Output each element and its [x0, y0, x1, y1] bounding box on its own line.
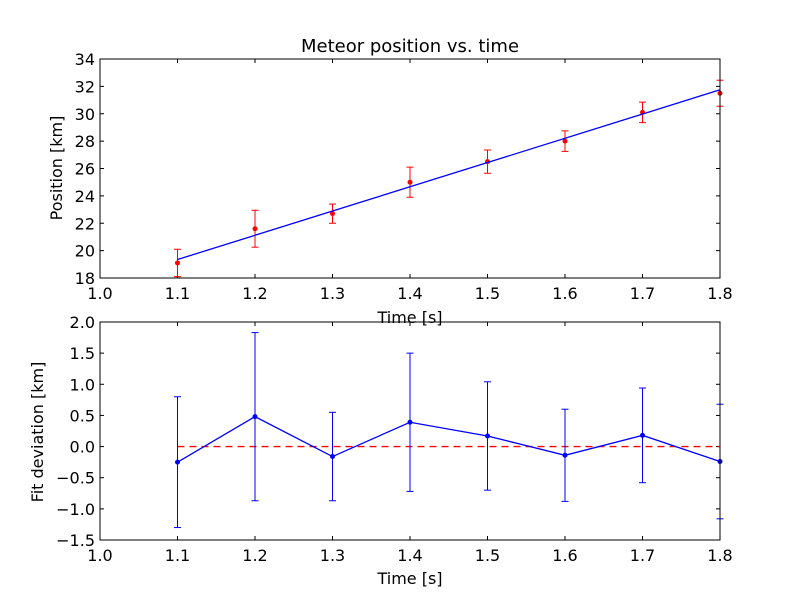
x-tick-label: 1.4	[397, 546, 422, 565]
y-tick-label: 2.0	[70, 313, 95, 332]
x-tick-label: 1.3	[320, 546, 345, 565]
x-tick-label: 1.2	[242, 284, 267, 303]
x-tick-label: 1.5	[475, 284, 500, 303]
fit-line	[177, 89, 721, 261]
tick-group: 1.0 1.1 1.2 1.3 1.4 1.5 1.6 1.7 1.8 −1.5 −1.0 −0.5 0…	[56, 313, 733, 565]
chart-title: Meteor position vs. time	[301, 36, 519, 57]
y-tick-label: 18	[75, 269, 95, 288]
position-chart: Meteor position vs. time Position [km] T…	[47, 36, 733, 327]
data-point	[407, 179, 413, 185]
x-tick-label: 1.1	[165, 284, 190, 303]
plot-frame	[99, 321, 721, 541]
data-point	[640, 432, 645, 438]
y-tick-label: 28	[75, 132, 95, 151]
x-tick-label: 1.1	[165, 546, 190, 565]
x-axis-label: Time [s]	[376, 569, 442, 588]
data-point	[175, 260, 180, 266]
y-tick-label: 1.0	[70, 375, 95, 394]
y-tick-label: 20	[75, 242, 95, 261]
data-point	[562, 452, 568, 458]
y-axis-label: Fit deviation [km]	[28, 362, 47, 503]
series-line	[177, 415, 721, 463]
x-tick-label: 1.4	[397, 284, 422, 303]
y-tick-label: 24	[75, 187, 95, 206]
data-point	[175, 459, 180, 465]
data-point	[252, 414, 258, 420]
x-tick-label: 1.3	[320, 284, 345, 303]
data-point	[407, 419, 413, 425]
data-marks	[174, 79, 724, 278]
x-tick-label: 1.0	[87, 284, 112, 303]
x-tick-label: 1.8	[707, 284, 732, 303]
x-tick-label: 1.0	[87, 546, 112, 565]
deviation-chart: Fit deviation [km] Time [s] 1.0 1.1 1.2 1.3…	[28, 313, 733, 588]
x-tick-label: 1.2	[242, 546, 267, 565]
data-point	[330, 454, 335, 460]
x-tick-label: 1.6	[552, 284, 577, 303]
y-tick-label: 30	[75, 105, 95, 124]
y-tick-label: 0.0	[70, 438, 95, 457]
y-tick-label: 26	[75, 160, 95, 179]
data-point	[330, 211, 335, 217]
y-tick-label: −1.5	[56, 531, 95, 550]
x-tick-label: 1.8	[707, 546, 732, 565]
x-tick-label: 1.7	[630, 284, 655, 303]
data-point	[485, 433, 490, 439]
y-tick-label: 1.5	[70, 344, 95, 363]
y-tick-label: 0.5	[70, 406, 95, 425]
x-tick-label: 1.7	[630, 546, 655, 565]
data-point	[252, 226, 258, 232]
y-tick-label: −1.0	[56, 500, 95, 519]
x-tick-label: 1.6	[552, 546, 577, 565]
y-axis-label: Position [km]	[47, 116, 66, 221]
y-tick-label: 34	[75, 50, 95, 69]
tick-group: 1.0 1.1 1.2 1.3 1.4 1.5 1.6 1.7 1.8 18 20 22 24 26 28 3…	[75, 50, 733, 303]
y-tick-label: 32	[75, 77, 95, 96]
plot-frame	[99, 58, 721, 279]
data-point	[562, 138, 568, 144]
y-tick-label: −0.5	[56, 469, 95, 488]
y-tick-label: 22	[75, 214, 95, 233]
x-tick-label: 1.5	[475, 546, 500, 565]
